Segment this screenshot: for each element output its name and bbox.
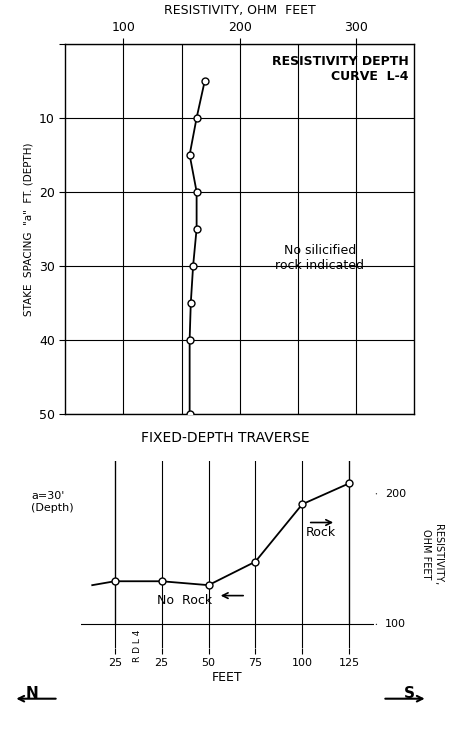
X-axis label: RESISTIVITY, OHM  FEET: RESISTIVITY, OHM FEET <box>164 4 315 17</box>
Text: No silicified
rock indicated: No silicified rock indicated <box>275 244 364 272</box>
Text: S: S <box>404 687 415 701</box>
Text: Rock: Rock <box>306 526 336 539</box>
Text: 200: 200 <box>385 489 406 498</box>
Text: 100: 100 <box>385 619 406 630</box>
Text: RESISTIVITY,
OHM FEET: RESISTIVITY, OHM FEET <box>421 524 443 585</box>
Text: No  Rock: No Rock <box>157 594 212 608</box>
Y-axis label: STAKE  SPACING  "a"  FT. (DEPTH): STAKE SPACING "a" FT. (DEPTH) <box>23 142 33 315</box>
Text: a=30'
(Depth): a=30' (Depth) <box>31 491 74 513</box>
X-axis label: FEET: FEET <box>212 671 243 684</box>
Text: FIXED-DEPTH TRAVERSE: FIXED-DEPTH TRAVERSE <box>141 430 309 445</box>
Text: RESISTIVITY DEPTH
CURVE  L-4: RESISTIVITY DEPTH CURVE L-4 <box>272 55 409 83</box>
Text: R D L 4: R D L 4 <box>133 630 142 662</box>
Text: N: N <box>25 687 38 701</box>
